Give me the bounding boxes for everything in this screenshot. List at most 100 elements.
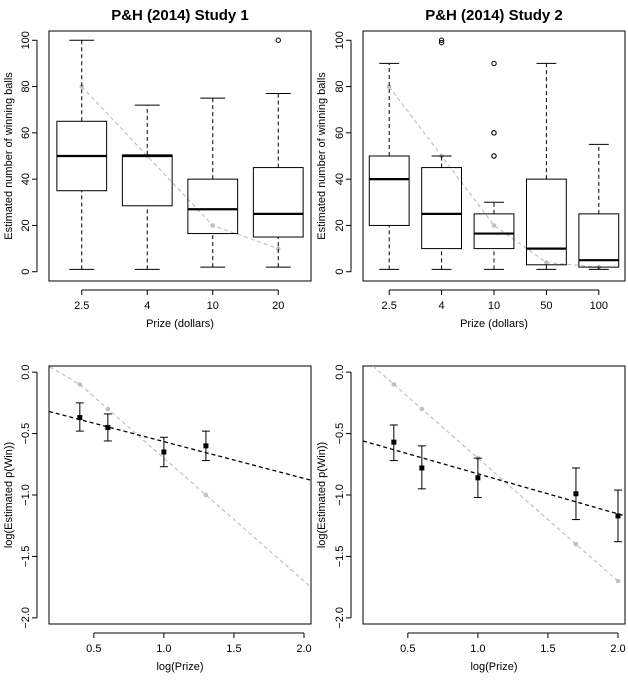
box-outlier [491, 130, 497, 136]
box [578, 213, 620, 268]
x-tick-label: 1.0 [156, 643, 171, 655]
box-outlier [438, 37, 445, 43]
data-point [391, 439, 397, 445]
plot-frame [48, 30, 312, 282]
x-axis: 2.5 4 10 20 [74, 289, 284, 312]
box [525, 178, 567, 266]
box-outlier [491, 153, 497, 159]
box [252, 167, 304, 238]
y-tick-label: 80 [20, 80, 32, 92]
reference-point [615, 578, 621, 584]
y-axis-label: log(Estimated p(Win)) [316, 442, 328, 548]
plot-marks [49, 366, 311, 588]
x-tick-label: 2.0 [610, 643, 625, 655]
panel-study1-logplot: 0.0 −0.5 −1.0 −1.5 −2.0 0.5 1.0 1.5 2.0 log(Pri… [3, 364, 312, 673]
y-tick-label: −1.0 [20, 484, 32, 506]
data-point [573, 491, 579, 497]
x-axis: 0.5 1.0 1.5 2.0 [400, 632, 626, 655]
data-point [203, 443, 209, 449]
data-point [475, 475, 481, 481]
x-tick-label: 20 [272, 300, 284, 312]
reference-point [203, 492, 209, 498]
reference-line [49, 366, 311, 588]
data-point [77, 415, 83, 421]
panel-title: P&H (2014) Study 2 [425, 7, 563, 24]
y-tick-label: −1.0 [334, 484, 346, 506]
x-tick-label: 50 [540, 300, 552, 312]
x-axis: 0.5 1.0 1.5 2.0 [86, 632, 312, 655]
reference-point [105, 406, 111, 412]
reference-point [210, 223, 216, 228]
x-tick-label: 2.0 [296, 643, 311, 655]
y-axis-label: Estimated number of winning balls [3, 72, 15, 240]
plot-frame [362, 30, 626, 282]
reference-point [77, 382, 83, 387]
y-tick-label: −0.5 [334, 423, 346, 445]
plot-marks [56, 37, 304, 270]
reference-point [386, 84, 392, 89]
x-tick-label: 2.5 [74, 300, 89, 312]
y-tick-label: 100 [20, 31, 32, 49]
y-tick-label: 0 [20, 269, 32, 275]
y-axis: 0.0 −0.5 −1.0 −1.5 −2.0 [334, 364, 352, 629]
box [121, 154, 173, 207]
y-tick-label: 0.0 [334, 364, 346, 379]
y-axis-label: log(Estimated p(Win)) [3, 442, 15, 548]
x-tick-label: 10 [207, 300, 219, 312]
panel-study1-boxplot: P&H (2014) Study 1 0 20 40 60 80 100 2.5 4 10 20… [3, 7, 312, 330]
y-tick-label: 0 [334, 269, 346, 275]
y-tick-label: −1.5 [20, 546, 32, 568]
y-tick-label: −2.0 [20, 607, 32, 629]
y-axis-label: Estimated number of winning balls [316, 72, 328, 240]
x-tick-label: 2.5 [382, 300, 397, 312]
fit-line [49, 410, 311, 481]
reference-point [419, 406, 425, 412]
y-tick-label: 100 [334, 31, 346, 49]
plot-marks [368, 37, 620, 270]
x-tick-label: 4 [144, 300, 150, 312]
reference-point [391, 382, 397, 387]
box-outlier [438, 39, 445, 46]
fit-line [363, 440, 625, 517]
y-tick-label: 20 [20, 219, 32, 231]
y-tick-label: 80 [334, 80, 346, 92]
plot-frame [48, 365, 312, 625]
x-tick-label: 100 [590, 300, 608, 312]
x-tick-label: 0.5 [400, 643, 415, 655]
box [473, 213, 515, 250]
x-tick-label: 1.5 [226, 643, 241, 655]
box [368, 155, 410, 226]
x-tick-label: 1.5 [540, 643, 555, 655]
panel-title: P&H (2014) Study 1 [111, 7, 249, 24]
reference-point [573, 541, 579, 547]
reference-point [544, 260, 549, 265]
x-tick-label: 10 [488, 300, 500, 312]
reference-point [79, 84, 85, 89]
y-tick-label: −2.0 [334, 607, 346, 629]
reference-point [275, 246, 281, 251]
data-point [615, 513, 621, 519]
y-axis: 0.0 −0.5 −1.0 −1.5 −2.0 [20, 364, 38, 629]
x-tick-label: 0.5 [86, 643, 101, 655]
panel-study2-boxplot: P&H (2014) Study 2 0 20 40 60 80 100 2.5 4 10 50… [316, 7, 626, 330]
x-tick-label: 4 [439, 300, 445, 312]
x-axis-label: Prize (dollars) [146, 318, 214, 330]
y-axis: 0 20 40 60 80 100 [334, 31, 352, 275]
y-tick-label: −1.5 [334, 546, 346, 568]
reference-point [491, 223, 497, 228]
x-axis-label: Prize (dollars) [460, 318, 528, 330]
panel-study2-logplot: 0.0 −0.5 −1.0 −1.5 −2.0 0.5 1.0 1.5 2.0 log(Pri… [316, 364, 626, 673]
y-axis: 0 20 40 60 80 100 [20, 31, 38, 275]
y-tick-label: 40 [20, 173, 32, 185]
y-tick-label: 0.0 [20, 364, 32, 379]
y-tick-label: −0.5 [20, 423, 32, 445]
data-point [161, 449, 167, 455]
reference-line [81, 86, 279, 250]
box [421, 167, 463, 250]
box [187, 178, 239, 235]
x-axis-label: log(Prize) [156, 661, 203, 673]
y-tick-label: 60 [20, 127, 32, 139]
data-point [419, 465, 425, 471]
plot-marks [363, 366, 625, 584]
